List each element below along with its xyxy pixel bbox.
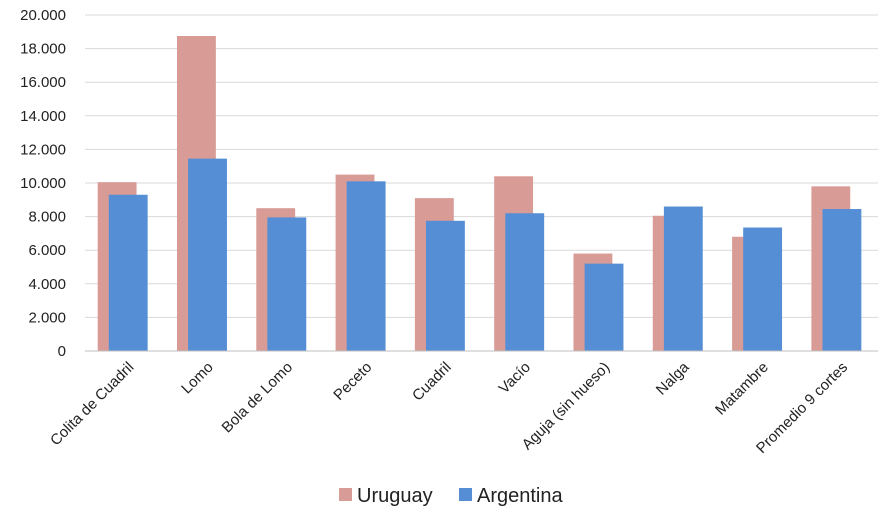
bar-argentina <box>267 217 307 351</box>
y-tick-label: 10.000 <box>20 175 66 192</box>
x-tick-label: Colita de Cuadril <box>47 359 137 449</box>
bar-argentina <box>743 227 783 351</box>
y-tick-label: 20.000 <box>20 7 66 24</box>
y-tick-label: 12.000 <box>20 141 66 158</box>
y-tick-label: 16.000 <box>20 74 66 91</box>
x-tick-label: Lomo <box>178 359 217 398</box>
legend-swatch-uruguay <box>339 488 352 501</box>
x-axis-ticks: Colita de Cuadril Lomo Bola de Lomo Peceto C… <box>47 358 851 457</box>
y-tick-label: 14.000 <box>20 108 66 125</box>
bar-argentina <box>188 158 227 351</box>
x-tick-label: Cuadril <box>409 359 455 405</box>
legend: Uruguay Argentina <box>339 485 563 507</box>
legend-label-argentina: Argentina <box>477 485 563 507</box>
x-tick-label: Aguja (sin hueso) <box>519 359 614 454</box>
x-tick-label: Peceto <box>330 359 375 404</box>
bar-argentina <box>505 213 545 351</box>
x-tick-label: Nalga <box>653 358 693 398</box>
legend-swatch-argentina <box>459 488 472 501</box>
y-tick-label: 8.000 <box>28 209 66 226</box>
legend-label-uruguay: Uruguay <box>357 485 433 507</box>
y-tick-label: 18.000 <box>20 41 66 58</box>
y-axis-ticks: 0 2.000 4.000 6.000 8.000 10.000 12.000 14.000 1… <box>20 7 66 360</box>
x-tick-label: Vacío <box>496 359 534 397</box>
y-tick-label: 0 <box>58 343 66 360</box>
bar-argentina <box>346 181 386 351</box>
y-tick-label: 2.000 <box>28 309 66 326</box>
bar-argentina <box>822 209 862 351</box>
bar-argentina <box>663 206 703 351</box>
series-argentina-bars <box>108 158 862 351</box>
y-tick-label: 6.000 <box>28 242 66 259</box>
bar-argentina <box>584 263 624 351</box>
y-tick-label: 4.000 <box>28 276 66 293</box>
bar-argentina <box>108 194 148 351</box>
bar-argentina <box>425 220 465 351</box>
x-tick-label: Bola de Lomo <box>219 359 296 436</box>
x-tick-label: Matambre <box>712 359 772 419</box>
